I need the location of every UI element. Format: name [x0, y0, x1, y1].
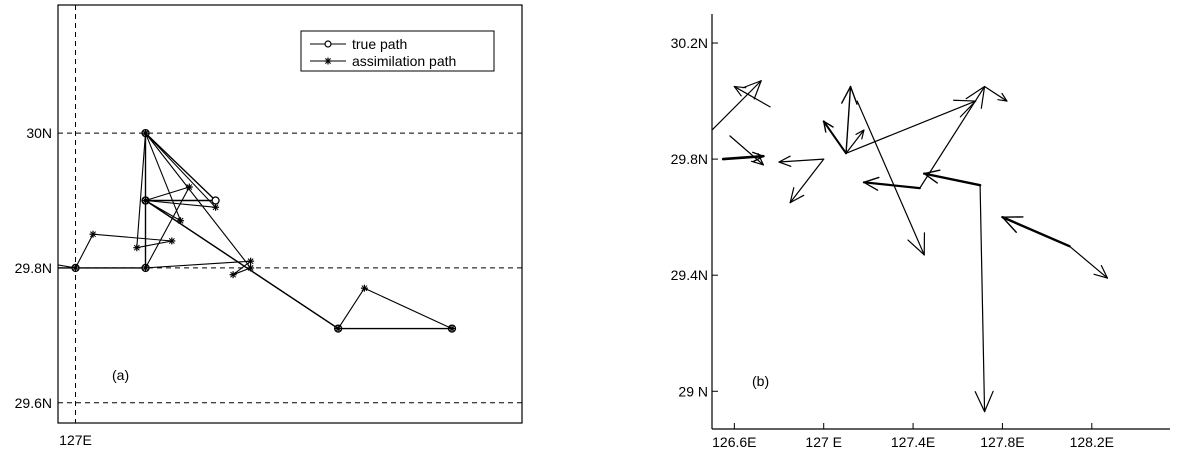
panel-a-y-tick-label: 29.6N: [15, 395, 52, 411]
panel-b-arrows: [711, 80, 1109, 413]
panel-a-y-tick-label: 29.8N: [15, 260, 52, 276]
panel-a-grid: [58, 5, 522, 423]
data-point: [185, 183, 193, 191]
panel-b-x-tick-label: 126.6E: [712, 434, 756, 450]
wind-arrow: [729, 135, 764, 166]
panel-a-ticks: 127E 29.6N 29.8N 30N: [15, 125, 92, 448]
panel-b: 126.6E 127 E 127.4E 127.8E 128.2E 29 N 29.4N 29…: [671, 14, 1170, 450]
legend-assimilation-path-label: assimilation path: [352, 53, 456, 69]
data-point: [229, 271, 237, 279]
series-line: [58, 131, 452, 330]
panel-a: 127E 29.6N 29.8N 30N (a) true path assimila…: [15, 4, 523, 448]
data-point: [72, 264, 80, 272]
panel-b-x-tick-label: 127.8E: [980, 434, 1024, 450]
legend-true-path-label: true path: [352, 36, 407, 52]
wind-arrow: [778, 155, 825, 167]
wind-arrow: [841, 85, 858, 155]
data-point: [334, 325, 342, 333]
wind-arrow: [983, 85, 1008, 102]
data-point: [142, 197, 150, 205]
wind-arrow: [845, 129, 865, 154]
panel-a-frame: [57, 4, 523, 424]
data-point: [247, 257, 255, 265]
panel-a-series: [58, 128, 457, 333]
legend-true-path-marker: [324, 40, 332, 48]
panel-a-x-tick-label: 127E: [59, 432, 92, 448]
series-assimilation-path: [58, 129, 456, 333]
data-point: [168, 237, 176, 245]
panel-b-x-tick-label: 128.2E: [1070, 434, 1114, 450]
wind-arrow: [974, 184, 994, 413]
wind-arrow: [789, 158, 825, 204]
panel-b-label: (b): [752, 373, 769, 389]
data-point: [89, 230, 97, 238]
panel-b-y-tick-label: 29 N: [678, 383, 708, 399]
panel-b-x-tick-label: 127 E: [805, 434, 842, 450]
wind-arrow: [733, 85, 771, 108]
panel-b-y-tick-label: 30.2N: [671, 35, 708, 51]
wind-arrow: [862, 176, 921, 191]
panel-a-y-tick-label: 30N: [26, 125, 52, 141]
panel-b-x-tick-label: 127.4E: [891, 434, 935, 450]
panel-b-y-tick-label: 29.4N: [671, 267, 708, 283]
series-line: [58, 132, 453, 330]
wind-arrow: [1001, 215, 1071, 248]
panel-b-y-tick-label: 29.8N: [671, 151, 708, 167]
data-point: [211, 196, 220, 205]
data-point: [247, 264, 255, 272]
panel-a-label: (a): [112, 367, 129, 383]
data-point: [212, 203, 220, 211]
wind-arrow: [845, 99, 977, 154]
data-point: [448, 325, 456, 333]
wind-arrow: [711, 80, 762, 131]
wind-arrow: [856, 100, 926, 256]
legend: true path assimilation path: [300, 30, 495, 72]
data-point: [133, 244, 141, 252]
legend-assimilation-path-marker: [324, 57, 332, 65]
series-true-path: [58, 128, 457, 333]
panel-b-ticks: 126.6E 127 E 127.4E 127.8E 128.2E 29 N 29.4N 29…: [671, 35, 1114, 450]
data-point: [177, 217, 185, 225]
wind-arrow: [822, 120, 848, 155]
legend-star-icon: [324, 57, 332, 65]
data-point: [142, 129, 150, 137]
wind-arrow: [923, 169, 982, 187]
data-point: [360, 284, 368, 292]
data-point: [142, 264, 150, 272]
wind-arrow: [1068, 245, 1109, 279]
wind-arrow: [919, 85, 986, 189]
legend-box: [300, 30, 495, 72]
